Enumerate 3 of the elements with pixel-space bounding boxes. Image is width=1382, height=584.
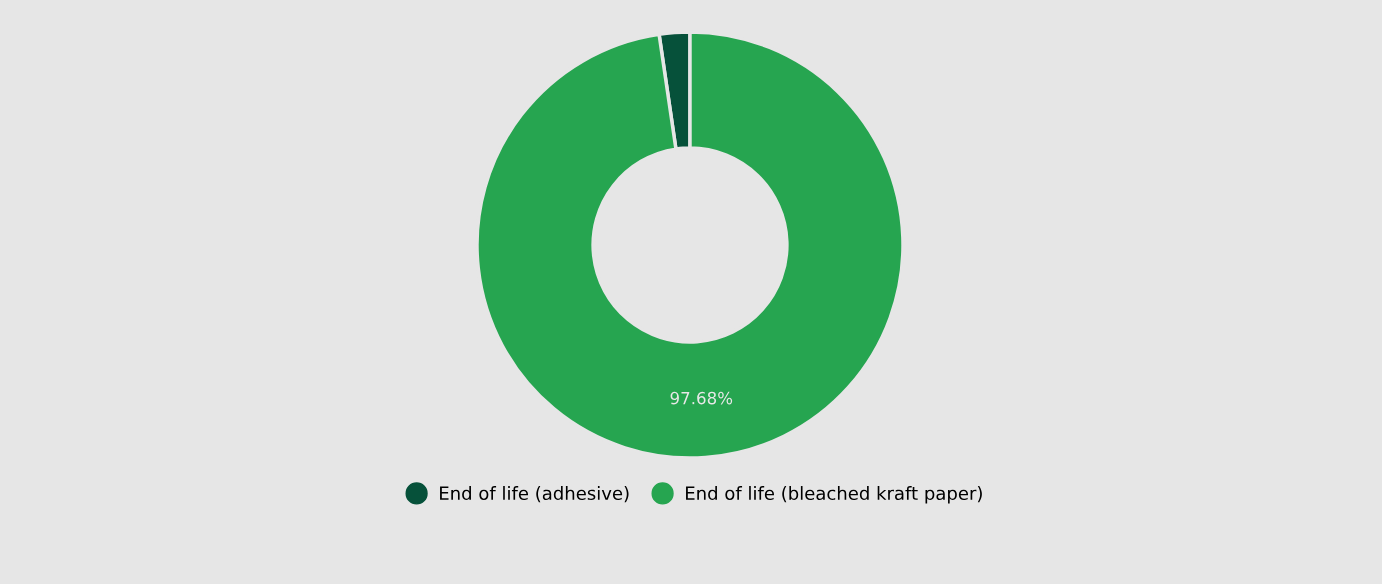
legend-label: End of life (adhesive): [440, 486, 629, 503]
data-label: 97.68%: [670, 391, 733, 405]
legend-label: End of life (bleached kraft paper): [686, 486, 982, 504]
